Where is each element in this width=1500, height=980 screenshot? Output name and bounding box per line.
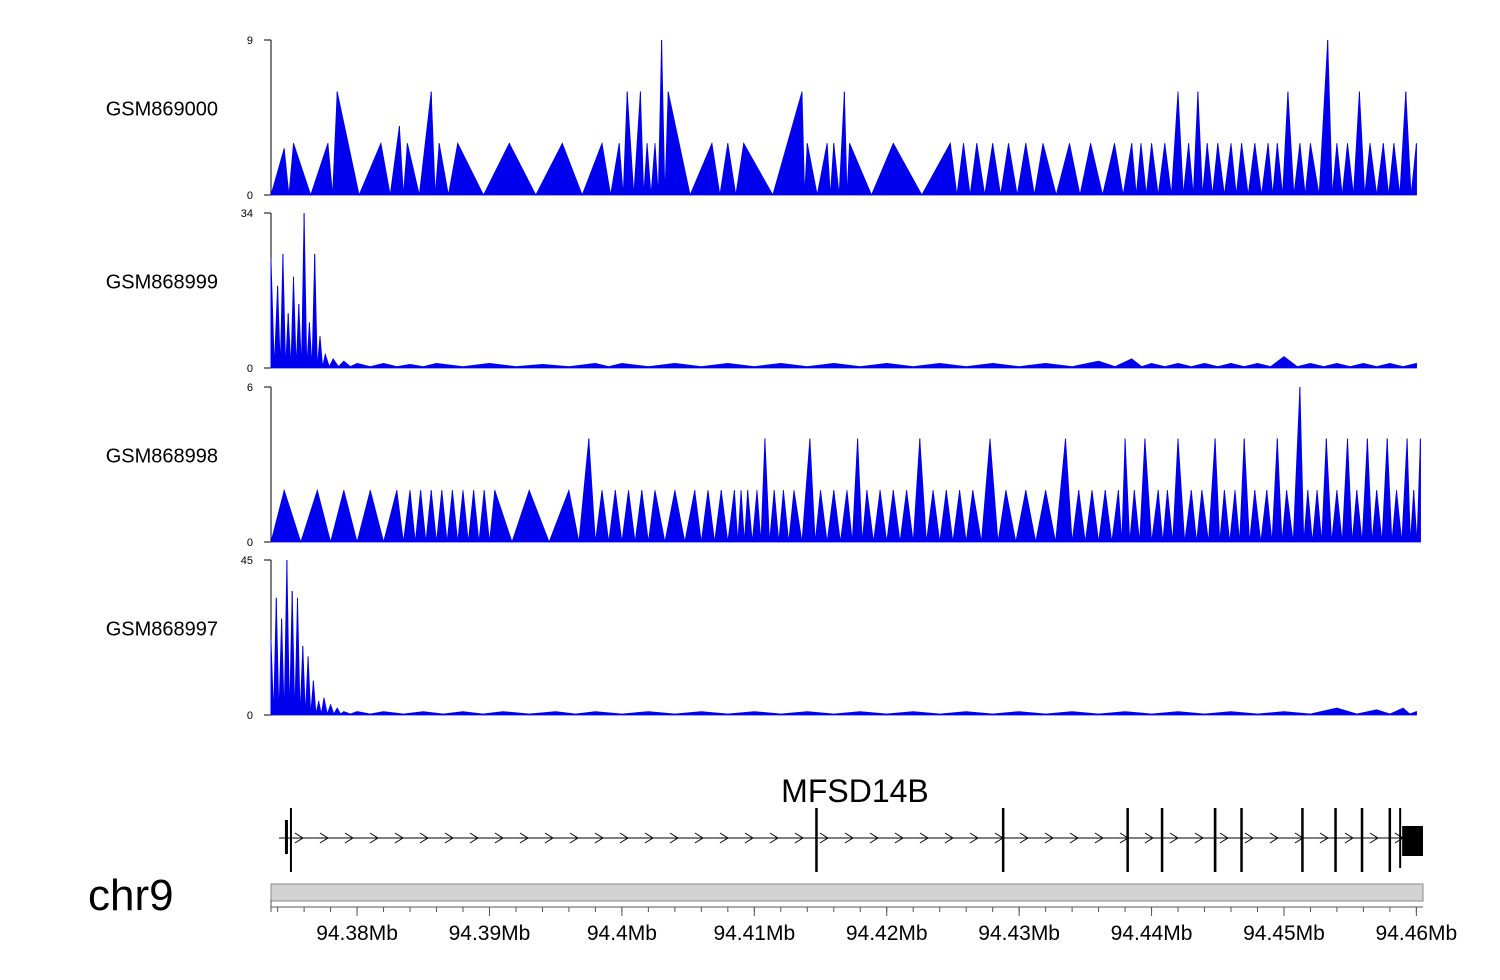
exon	[289, 808, 292, 872]
strand-arrow	[494, 832, 504, 844]
strand-arrow	[819, 832, 829, 844]
coverage-area	[270, 212, 1417, 369]
strand-arrow	[419, 832, 429, 844]
y-tick-label: 0	[247, 710, 253, 722]
exon	[1001, 808, 1005, 872]
exon	[1334, 808, 1337, 872]
exon	[1240, 808, 1243, 872]
y-tick-label: 9	[247, 35, 253, 47]
track-GSM869000: GSM869000 9 0	[106, 35, 1417, 202]
chromosome-label: chr9	[88, 871, 174, 920]
strand-arrow	[469, 832, 479, 844]
strand-arrow	[744, 832, 754, 844]
strand-arrow	[619, 832, 629, 844]
exon	[815, 808, 818, 872]
strand-arrow	[969, 832, 979, 844]
exon	[1388, 808, 1392, 872]
strand-arrow	[294, 832, 304, 844]
gene-model-track: MFSD14B	[278, 773, 1423, 872]
exon	[1213, 808, 1217, 872]
strand-arrow	[719, 832, 729, 844]
data-tracks: GSM86900090GSM868999340GSM86899860GSM868…	[106, 35, 1421, 722]
track-GSM868997: GSM868997 45 0	[106, 555, 1417, 722]
strand-arrow	[369, 832, 379, 844]
strand-arrow	[1369, 832, 1379, 844]
x-tick-label: 94.4Mb	[587, 922, 657, 945]
strand-arrow	[869, 832, 879, 844]
strand-arrow	[644, 832, 654, 844]
exon	[1399, 808, 1402, 868]
x-tick-label: 94.38Mb	[316, 922, 398, 945]
strand-arrow	[569, 832, 579, 844]
strand-arrow	[1219, 832, 1229, 844]
track-name-label: GSM869000	[106, 99, 218, 121]
track-name-label: GSM868999	[106, 272, 218, 294]
coverage-area	[270, 39, 1417, 197]
track-name-label: GSM868998	[106, 446, 218, 468]
strand-arrow	[394, 832, 404, 844]
chromosome-bar	[270, 883, 1424, 902]
exon	[1126, 808, 1129, 872]
strand-arrow	[669, 832, 679, 844]
strand-arrow	[1319, 832, 1329, 844]
strand-arrow	[519, 832, 529, 844]
genome-axis: chr9 94.38Mb 94.39Mb 94.4Mb 94.41Mb 94.42Mb 9…	[88, 871, 1457, 945]
strand-arrow	[319, 832, 329, 844]
strand-arrow	[1094, 832, 1104, 844]
strand-arrow	[894, 832, 904, 844]
strand-arrow	[1269, 832, 1279, 844]
x-tick-label: 94.39Mb	[449, 922, 531, 945]
coverage-area	[270, 386, 1421, 544]
exon	[1160, 808, 1164, 872]
strand-arrow	[1069, 832, 1079, 844]
strand-arrow	[594, 832, 604, 844]
exon	[1360, 808, 1364, 872]
strand-arrow	[769, 832, 779, 844]
track-GSM868998: GSM868998 6 0	[106, 382, 1421, 549]
strand-arrow	[1144, 832, 1154, 844]
strand-arrow	[694, 832, 704, 844]
exon-utr	[1402, 826, 1423, 856]
strand-arrow	[1169, 832, 1179, 844]
y-tick-label: 34	[241, 208, 253, 220]
exon-utr	[284, 820, 288, 854]
gene-label: MFSD14B	[781, 773, 929, 809]
strand-arrow	[944, 832, 954, 844]
strand-arrow	[1019, 832, 1029, 844]
x-tick-label: 94.43Mb	[978, 922, 1060, 945]
x-tick-label: 94.45Mb	[1243, 922, 1325, 945]
y-tick-label: 0	[247, 537, 253, 549]
y-tick-label: 0	[247, 190, 253, 202]
strand-arrow	[344, 832, 354, 844]
strand-arrow	[794, 832, 804, 844]
strand-arrow	[1244, 832, 1254, 844]
y-tick-label: 6	[247, 382, 253, 394]
exon	[1301, 808, 1304, 872]
strand-arrow	[1344, 832, 1354, 844]
strand-arrow	[919, 832, 929, 844]
x-tick-label: 94.44Mb	[1111, 922, 1193, 945]
strand-arrow	[844, 832, 854, 844]
track-name-label: GSM868997	[106, 619, 218, 641]
coverage-area	[270, 559, 1417, 716]
y-tick-label: 45	[241, 555, 253, 567]
track-GSM868999: GSM868999 34 0	[106, 208, 1417, 375]
x-tick-label: 94.46Mb	[1376, 922, 1458, 945]
y-tick-label: 0	[247, 363, 253, 375]
strand-arrow	[1194, 832, 1204, 844]
x-tick-label: 94.42Mb	[846, 922, 928, 945]
x-tick-label: 94.41Mb	[713, 922, 795, 945]
strand-arrow	[1044, 832, 1054, 844]
strand-arrow	[444, 832, 454, 844]
strand-arrow	[544, 832, 554, 844]
